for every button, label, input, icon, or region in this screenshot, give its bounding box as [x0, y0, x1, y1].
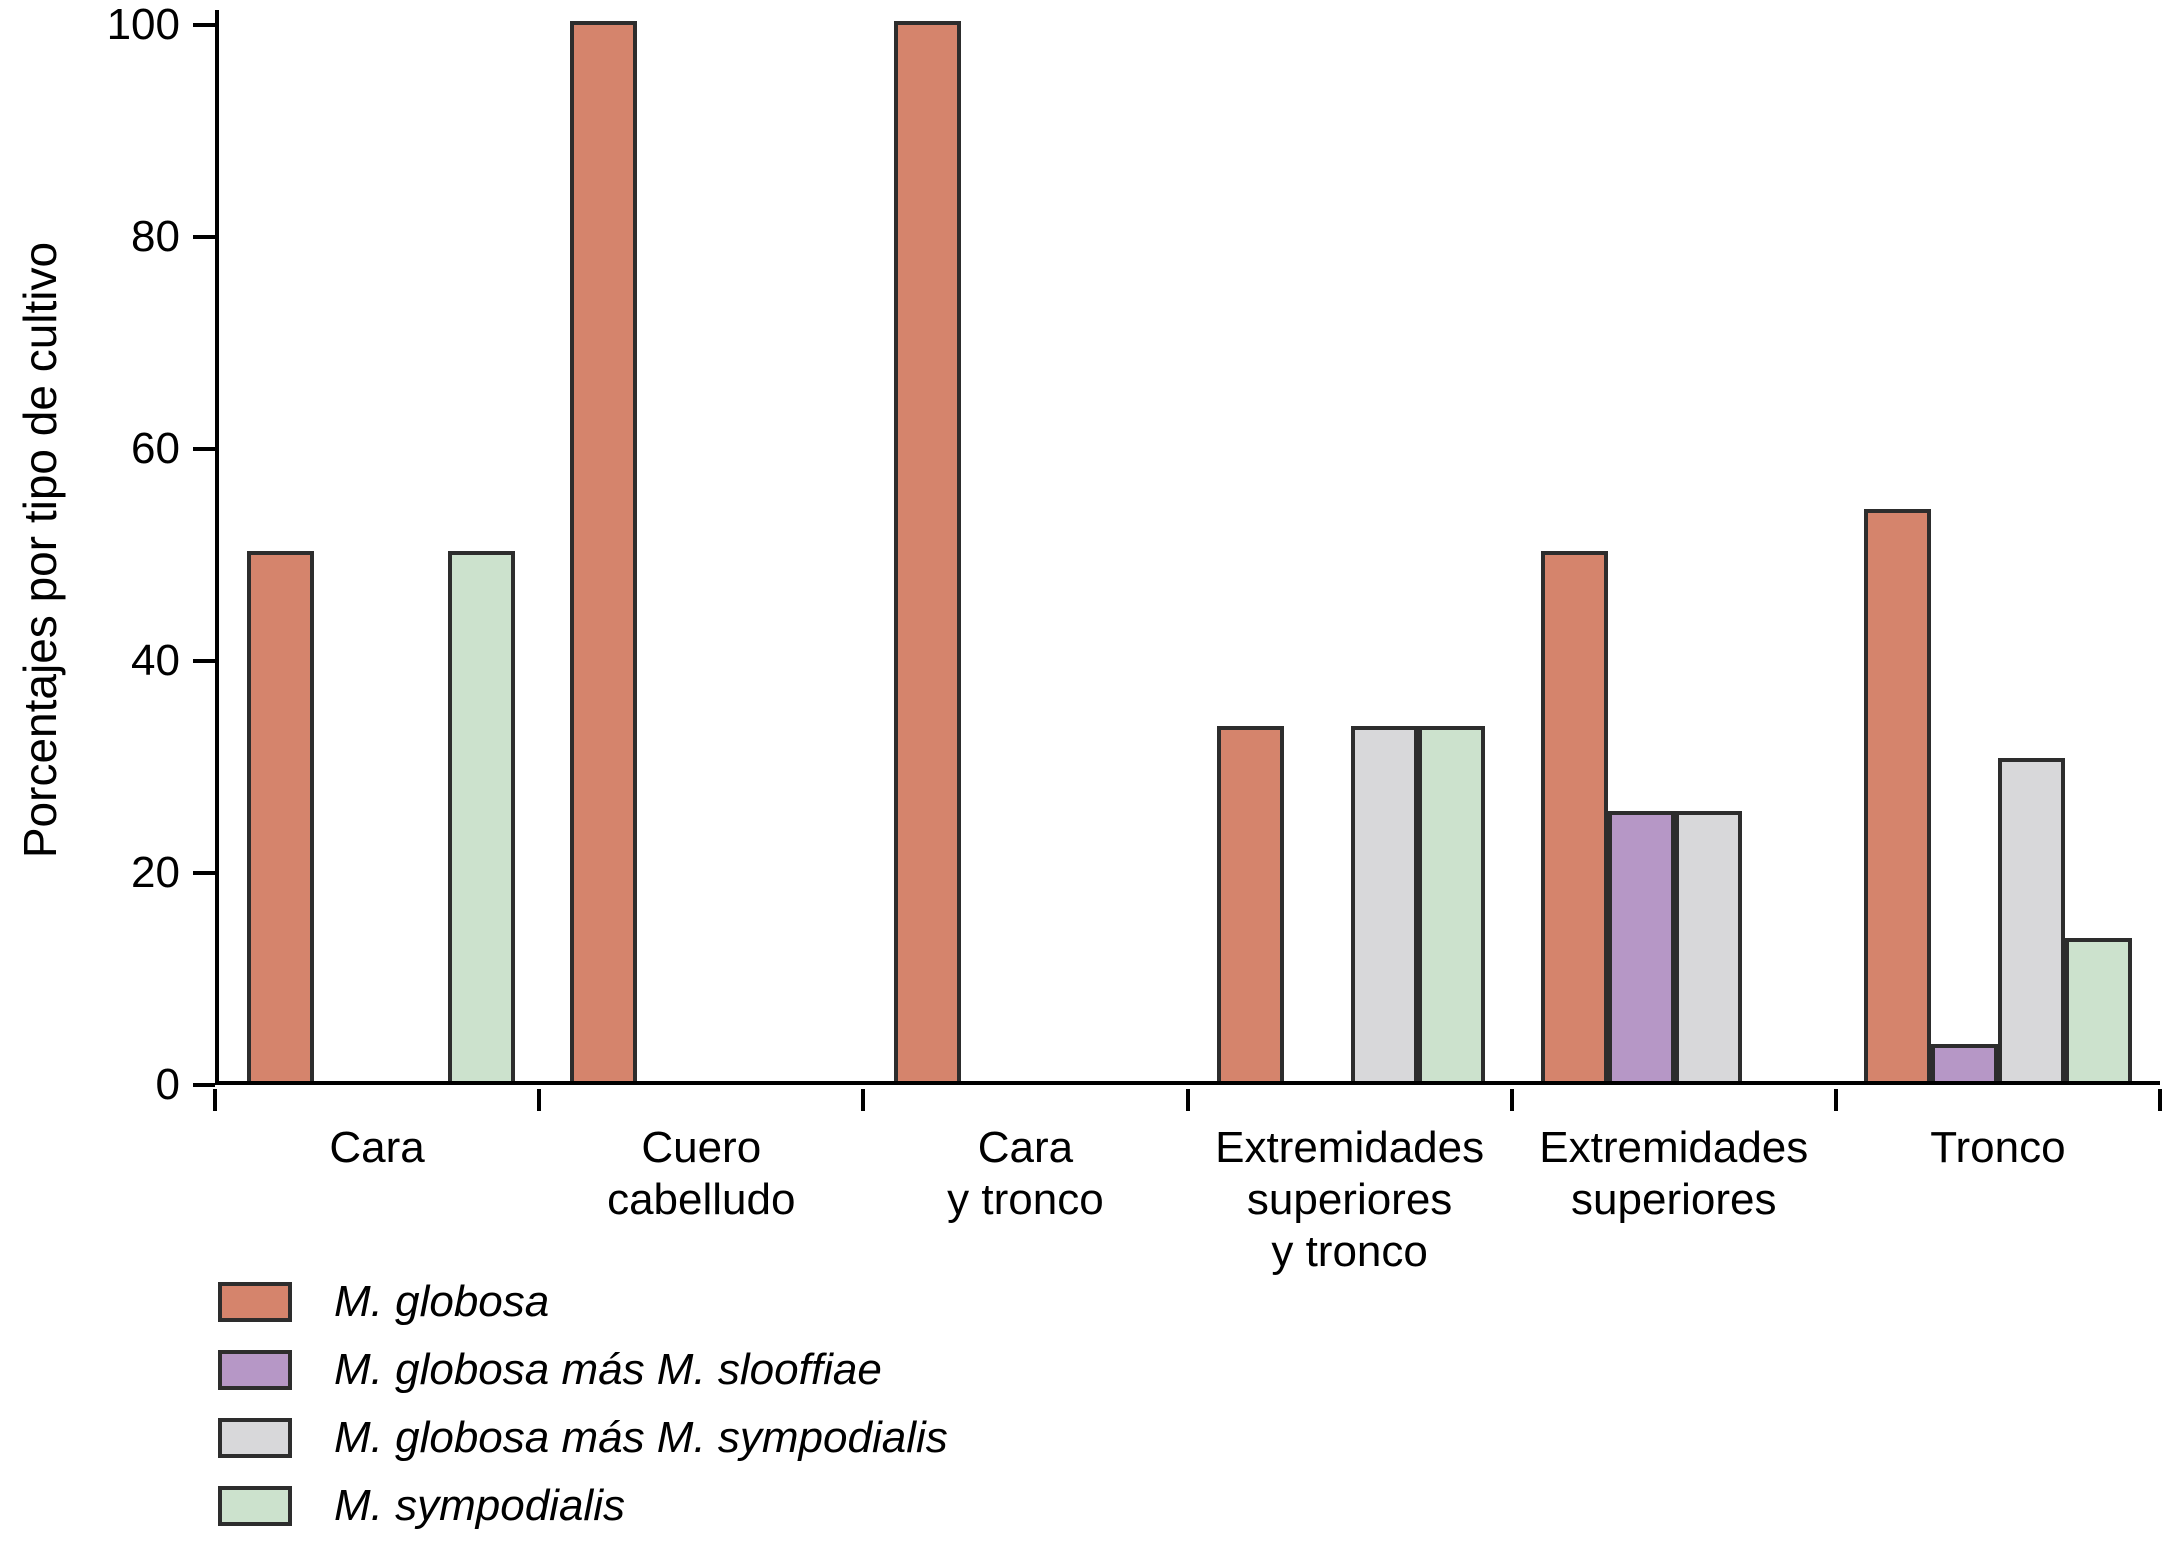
bar-slot [1028, 21, 1095, 1081]
bar-group-extremidades-superiores [1513, 21, 1837, 1081]
legend-swatch-m-globosa [218, 1282, 292, 1322]
bar-slot [1864, 21, 1932, 1081]
bar-slot [1284, 21, 1351, 1081]
bar-m-globosa [570, 21, 638, 1081]
bar-group-cuero-cabelludo [543, 21, 867, 1081]
category-label-cara-y-tronco: Cara y tronco [947, 1123, 1104, 1224]
legend-item-m-globosa-m-s-m-sympodialis: M. globosa más M. sympodialis [218, 1413, 948, 1462]
bar-group-cara [219, 21, 543, 1081]
bar-slot [1540, 21, 1608, 1081]
bar-m-sympodialis [2065, 937, 2133, 1081]
y-tick-label: 100 [106, 0, 180, 49]
bar-m-globosa [246, 551, 314, 1081]
category-label-tronco: Tronco [1930, 1123, 2066, 1172]
bar-slot [1095, 21, 1162, 1081]
bar-m-globosa [1864, 508, 1932, 1081]
bar-slot [1742, 21, 1809, 1081]
y-tick-mark [193, 1083, 215, 1087]
chart-legend: M. globosa M. globosa más M. slooffiae M. … [218, 1277, 948, 1550]
bar-slot [1418, 21, 1486, 1081]
bar-slot [1931, 21, 1999, 1081]
x-tick-mark [1833, 1089, 1838, 1111]
bar-slot [246, 21, 314, 1081]
y-tick-label: 60 [131, 424, 180, 473]
bar-slot [637, 21, 704, 1081]
bar-slot [1998, 21, 2066, 1081]
x-axis-category-labels: Cara Cuero cabelludo Cara y tronco Extremid… [215, 1122, 2160, 1278]
category-label-extremidades-superiores: Extremidades superiores [1539, 1123, 1809, 1224]
legend-label-m-sympodialis: M. sympodialis [334, 1481, 625, 1530]
bar-slot [570, 21, 638, 1081]
x-tick-mark [861, 1089, 866, 1111]
bar-m-globosa-m-s-m-sympodialis [1351, 725, 1419, 1081]
legend-item-m-globosa-m-s-m-slooffiae: M. globosa más M. slooffiae [218, 1345, 948, 1394]
category-label-cuero-cabelludo: Cuero cabelludo [607, 1123, 796, 1224]
legend-item-m-globosa: M. globosa [218, 1277, 948, 1326]
bar-m-sympodialis [447, 551, 515, 1081]
x-tick-mark [1509, 1089, 1514, 1111]
y-tick-label: 80 [131, 212, 180, 261]
y-tick-mark [193, 235, 215, 239]
bar-slot [1351, 21, 1419, 1081]
bar-group-tronco [1837, 21, 2161, 1081]
y-tick-mark [193, 659, 215, 663]
bar-slot [704, 21, 771, 1081]
bar-group-extremidades-superiores-y-tronco [1190, 21, 1514, 1081]
legend-label-m-globosa-m-s-m-slooffiae: M. globosa más M. slooffiae [334, 1345, 882, 1394]
bar-m-sympodialis [1418, 725, 1486, 1081]
x-tick-mark [537, 1089, 542, 1111]
bar-m-globosa [893, 21, 961, 1081]
bar-group-cara-y-tronco [866, 21, 1190, 1081]
legend-swatch-m-sympodialis [218, 1486, 292, 1526]
bar-m-globosa [1217, 725, 1285, 1081]
bar-m-globosa-m-s-m-slooffiae [1931, 1043, 1999, 1081]
y-tick-label: 20 [131, 848, 180, 897]
bar-m-globosa-m-s-m-slooffiae [1607, 810, 1675, 1081]
bars-region [219, 21, 2160, 1081]
legend-swatch-m-globosa-m-s-m-sympodialis [218, 1418, 292, 1458]
y-tick-mark [193, 447, 215, 451]
bar-slot [2065, 21, 2133, 1081]
y-tick-mark [193, 871, 215, 875]
bar-slot [1674, 21, 1742, 1081]
legend-item-m-sympodialis: M. sympodialis [218, 1481, 948, 1530]
x-tick-mark [213, 1089, 217, 1111]
legend-label-m-globosa-m-s-m-sympodialis: M. globosa más M. sympodialis [334, 1413, 948, 1462]
y-tick-mark [193, 23, 215, 27]
category-label-cara: Cara [329, 1123, 425, 1172]
legend-label-m-globosa: M. globosa [334, 1277, 550, 1326]
bar-slot [314, 21, 381, 1081]
bar-m-globosa-m-s-m-sympodialis [1998, 757, 2066, 1081]
bar-slot [771, 21, 838, 1081]
bar-m-globosa [1540, 551, 1608, 1081]
x-tick-mark [2158, 1089, 2162, 1111]
bar-slot [893, 21, 961, 1081]
x-tick-mark [1185, 1089, 1190, 1111]
bar-m-globosa-m-s-m-sympodialis [1674, 810, 1742, 1081]
plot-area [215, 10, 2160, 1085]
category-label-extremidades-superiores-y-tronco: Extremidades superiores y tronco [1215, 1123, 1485, 1276]
legend-swatch-m-globosa-m-s-m-slooffiae [218, 1350, 292, 1390]
bar-slot [1217, 21, 1285, 1081]
bar-slot [447, 21, 515, 1081]
y-tick-label: 40 [131, 636, 180, 685]
y-axis-title: Porcentajes por tipo de cultivo [14, 241, 66, 859]
bar-slot [1607, 21, 1675, 1081]
bar-slot [961, 21, 1028, 1081]
bar-slot [381, 21, 448, 1081]
y-tick-label: 0 [155, 1060, 180, 1109]
